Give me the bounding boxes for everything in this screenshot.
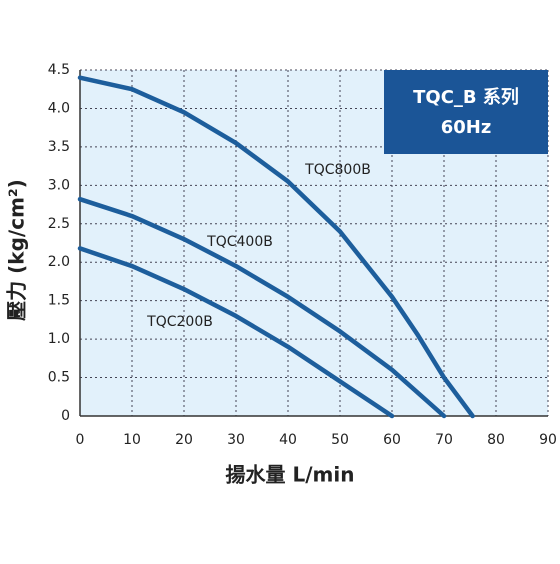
- y-tick-label: 4.5: [48, 62, 70, 78]
- y-tick-label: 3.0: [48, 177, 70, 193]
- x-tick-label: 10: [123, 432, 141, 448]
- x-tick-label: 40: [279, 432, 297, 448]
- y-tick-label: 2.0: [48, 254, 70, 270]
- y-tick-label: 3.5: [48, 139, 70, 155]
- x-tick-label: 0: [76, 432, 85, 448]
- y-tick-label: 1.0: [48, 331, 70, 347]
- curve-label: TQC400B: [206, 234, 273, 250]
- x-tick-label: 70: [435, 432, 453, 448]
- curve-label: TQC800B: [304, 162, 371, 178]
- y-tick-label: 2.5: [48, 216, 70, 232]
- curve: [77, 75, 475, 419]
- box-title: TQC_B 系列: [413, 87, 519, 108]
- x-axis-label: 揚水量 L/min: [226, 463, 355, 487]
- curve: [77, 196, 447, 419]
- x-tick-label: 90: [539, 432, 557, 448]
- curve-label: TQC200B: [146, 314, 213, 330]
- x-tick-label: 20: [175, 432, 193, 448]
- y-tick-label: 0: [61, 408, 70, 424]
- y-axis-label: 壓力 (kg/cm²): [5, 179, 29, 321]
- curve: [77, 246, 395, 419]
- y-tick-label: 4.0: [48, 100, 70, 116]
- x-tick-label: 60: [383, 432, 401, 448]
- x-tick-label: 50: [331, 432, 349, 448]
- y-tick-label: 1.5: [48, 293, 70, 309]
- x-tick-label: 30: [227, 432, 245, 448]
- y-tick-label: 0.5: [48, 370, 70, 386]
- box-subtitle: 60Hz: [441, 117, 492, 138]
- info-box: [384, 70, 548, 154]
- x-tick-label: 80: [487, 432, 505, 448]
